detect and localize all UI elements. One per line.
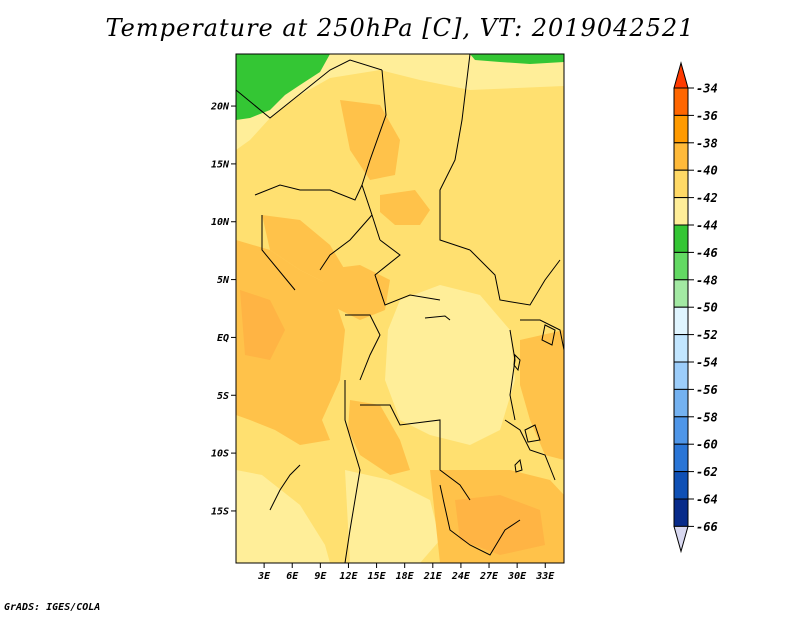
lake-outline [524,424,541,443]
colorbar-label: -44 [696,219,718,233]
colorbar-bottom-arrow [673,525,689,554]
y-tick-label: 5S [217,391,229,402]
border-line [520,319,564,351]
field-cool-center [385,285,515,445]
y-tick-label: 15S [211,506,229,517]
colorbar-label: -60 [696,438,718,452]
colorbar-label: -38 [696,136,718,150]
border-line [344,380,361,563]
field-warm-angola [348,400,410,475]
colorbar-label: -62 [696,465,718,479]
x-tick-label: 6E [286,571,299,582]
border-line [360,404,471,501]
border-line [261,215,296,291]
x-tick-label: 24E [451,571,471,582]
colorbar-swatch [673,443,689,473]
colorbar-label: -54 [696,356,718,370]
border-line [509,329,516,421]
colorbar-label: -56 [696,383,718,397]
colorbar-label: -58 [696,410,718,424]
field-warm-nigeria [262,215,345,285]
colorbar-swatch [673,361,689,390]
field-warm-west-coast [236,240,345,445]
colorbar-swatch [673,334,689,363]
x-tick-label: 27E [479,571,499,582]
border-line [236,59,383,119]
colorbar-label: -48 [696,273,718,287]
colorbar-swatch [673,142,689,171]
colorbar-label: -52 [696,328,718,342]
x-tick-label: 18E [396,571,415,582]
border-line [254,184,363,201]
colorbar-label: -34 [696,82,718,96]
y-tick-label: 5N [217,275,230,286]
y-tick-label: 10S [211,449,229,460]
colorbar-swatch [673,197,689,226]
y-tick-label: 10N [211,217,230,228]
colorbar-label: -36 [696,109,718,123]
x-tick-label: 33E [535,571,555,582]
x-tick-label: 12E [339,571,358,582]
y-axis: 20N 15N 10N 5N EQ 5S 10S 15S [210,102,236,517]
colorbar-label: -66 [696,520,718,534]
colorbar-label: -50 [696,301,718,315]
field-warm-cameroon [320,265,390,320]
colorbar-swatch [673,251,689,281]
temperature-field [236,54,564,563]
border-line [439,54,471,251]
colorbar-swatch [673,169,689,199]
colorbar-label: -46 [696,246,718,260]
field-warmest-2 [240,290,285,360]
x-tick-label: 30E [507,571,527,582]
field-warmest-1 [455,495,545,555]
chart-title: Temperature at 250hPa [C], VT: 201904252… [105,14,695,42]
lake-outline [513,353,521,372]
border-line [361,69,387,241]
border-line [345,314,381,381]
field-warm-chad [380,190,430,225]
border-line [269,464,301,511]
x-tick-label: 3E [257,571,271,582]
colorbar-swatch [673,306,689,336]
x-axis: 3E 6E 9E 12E 15E 18E 21E 24E 27E 30E 33E [257,563,555,582]
colorbar-label: -64 [696,493,718,507]
y-tick-label: EQ [217,333,229,344]
lake-outline [424,315,451,321]
y-tick-label: 15N [211,159,230,170]
colorbar-swatch [673,388,689,418]
field-warm-east [520,330,564,460]
x-tick-label: 21E [423,571,443,582]
field-cool-south-mid [345,470,440,563]
colorbar-swatch [673,114,689,144]
colorbar-label: -40 [696,164,718,178]
colorbar-swatch [673,279,689,308]
colorbar-swatch [673,498,689,527]
colorbar-swatch [673,471,689,500]
field-coldest-northeast [470,54,564,64]
colorbar-legend: -34 -36 -38 -40 -42 -44 -46 -48 -50 -52 -54 -56 -58 -… [673,61,718,554]
border-line [374,239,441,306]
colorbar-swatch [673,416,689,445]
country-borders [236,54,564,563]
colorbar-swatch [673,224,689,253]
field-cool-southwest [236,470,330,563]
border-line [439,484,521,556]
field-cool-north [236,54,564,150]
plot-frame [235,53,565,564]
x-tick-label: 9E [314,571,327,582]
x-tick-label: 15E [368,571,387,582]
colorbar-label: -42 [696,191,718,205]
border-line [504,419,556,481]
grads-credit: GrADS: IGES/COLA [4,602,101,613]
y-tick-label: 20N [210,102,230,113]
lake-outline [514,458,523,473]
lake-outline [541,324,556,346]
colorbar-top-arrow [673,61,689,89]
field-coldest-northwest [236,54,330,120]
colorbar-swatch [673,87,689,116]
border-line [319,214,373,271]
field-warm-northmid [340,100,400,180]
border-line [469,249,561,306]
